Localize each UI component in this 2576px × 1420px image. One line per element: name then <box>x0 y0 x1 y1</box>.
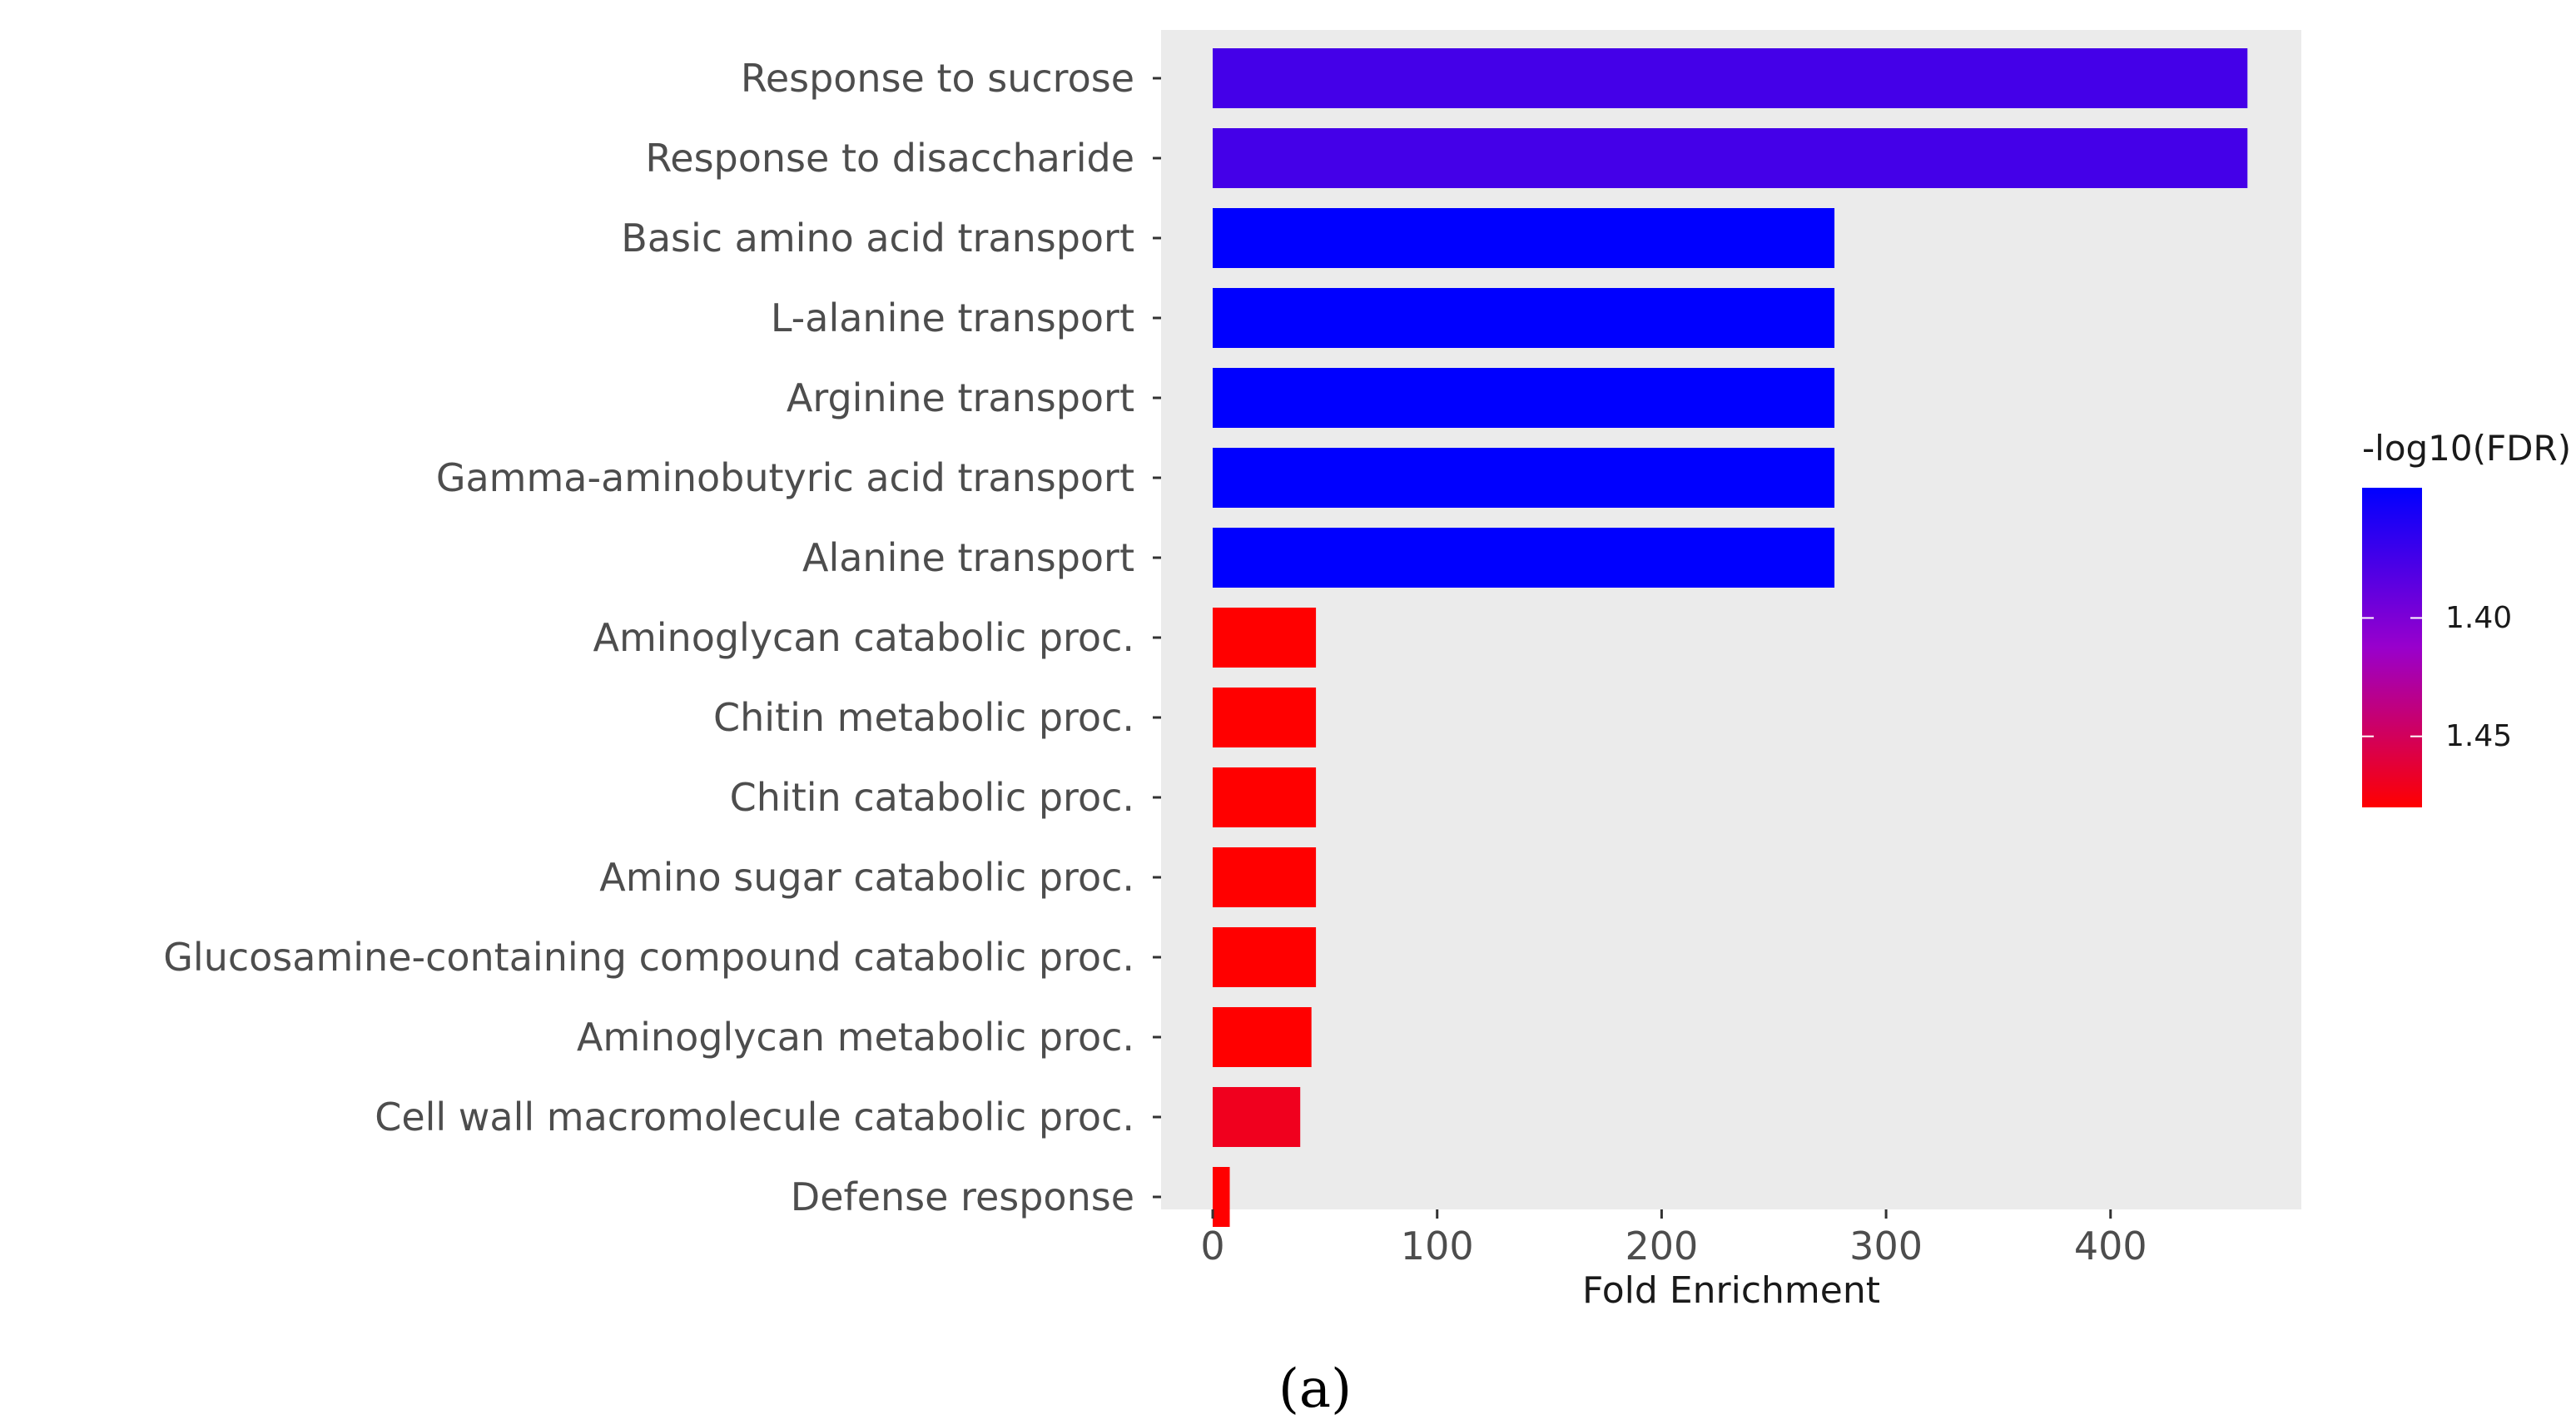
category-label: Chitin catabolic proc. <box>730 775 1134 820</box>
x-axis-title: Fold Enrichment <box>1582 1269 1880 1312</box>
category-label: Response to disaccharide <box>645 136 1134 181</box>
bar <box>1213 528 1835 588</box>
category-label: Aminoglycan metabolic proc. <box>577 1015 1134 1060</box>
bar <box>1213 448 1835 508</box>
bar <box>1213 208 1835 268</box>
x-tick-label: 400 <box>2074 1224 2147 1269</box>
category-label: Basic amino acid transport <box>621 216 1134 261</box>
category-label: Aminoglycan catabolic proc. <box>593 615 1135 660</box>
color-legend: -log10(FDR) 1.40 1.45 <box>2362 428 2571 807</box>
bar <box>1213 1007 1312 1067</box>
category-labels: Response to sucrose Response to disacchar… <box>163 56 1161 1219</box>
bar <box>1213 767 1317 827</box>
bar <box>1213 368 1835 428</box>
x-tick-label: 200 <box>1625 1224 1698 1269</box>
category-label: Glucosamine-containing compound cataboli… <box>163 935 1134 980</box>
category-label: Arginine transport <box>787 375 1134 420</box>
bar <box>1213 128 2248 188</box>
legend-tick-label: 1.40 <box>2445 601 2512 635</box>
x-tick-label: 0 <box>1200 1224 1224 1269</box>
bar <box>1213 1167 1230 1227</box>
bar <box>1213 688 1317 747</box>
bar <box>1213 1087 1301 1147</box>
x-tick-label: 300 <box>1849 1224 1923 1269</box>
plot-panel <box>1161 30 2301 1209</box>
category-label: Amino sugar catabolic proc. <box>599 855 1134 900</box>
legend-ticks: 1.40 1.45 <box>2362 601 2512 753</box>
bar <box>1213 608 1317 668</box>
category-label: Response to sucrose <box>741 56 1134 101</box>
bars-group <box>1213 48 2248 1227</box>
legend-title: -log10(FDR) <box>2362 428 2571 469</box>
panel-label: (a) <box>1278 1358 1352 1420</box>
legend-tick-label: 1.45 <box>2445 719 2512 753</box>
category-label: Alanine transport <box>802 535 1134 580</box>
bar <box>1213 927 1317 987</box>
category-label: Chitin metabolic proc. <box>713 695 1134 740</box>
bar <box>1213 847 1317 907</box>
bar <box>1213 48 2248 108</box>
category-label: Defense response <box>791 1174 1134 1219</box>
x-axis: 0 100 200 300 400 <box>1200 1209 2147 1269</box>
category-label: Cell wall macromolecule catabolic proc. <box>375 1095 1134 1139</box>
category-label: Gamma-aminobutyric acid transport <box>436 455 1134 500</box>
bar <box>1213 288 1835 348</box>
x-tick-label: 100 <box>1401 1224 1474 1269</box>
category-label: L-alanine transport <box>771 295 1134 340</box>
legend-colorbar <box>2362 488 2422 807</box>
